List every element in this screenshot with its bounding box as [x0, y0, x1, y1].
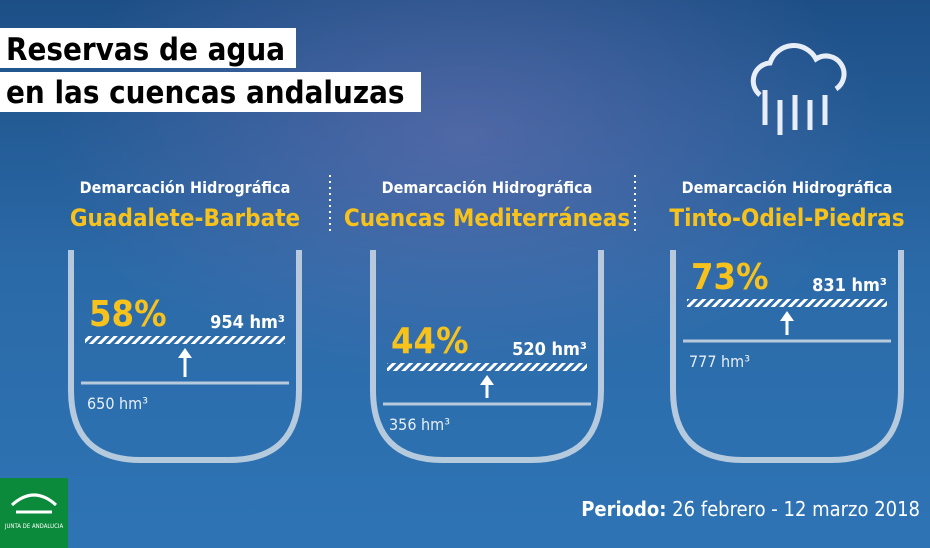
- current-volume: 831 hm³: [812, 275, 887, 296]
- arrow-head: [178, 348, 192, 358]
- current-volume: 954 hm³: [210, 312, 285, 333]
- period: Periodo: 26 febrero - 12 marzo 2018: [581, 497, 920, 521]
- current-level: [687, 299, 887, 307]
- previous-volume: 777 hm³: [689, 352, 750, 371]
- title-box: [0, 72, 421, 112]
- basin-label: Demarcación Hidrográfica: [382, 178, 593, 197]
- percent: 73%: [691, 257, 769, 298]
- percent: 58%: [89, 294, 167, 335]
- title-box: [0, 28, 296, 68]
- basin-name: Tinto-Odiel-Piedras: [669, 204, 904, 232]
- logo-mark: [10, 493, 58, 514]
- title: Reservas de agua: [6, 32, 285, 68]
- current-level: [387, 363, 587, 371]
- current-level: [85, 336, 285, 344]
- arrow-head: [780, 311, 794, 321]
- percent: 44%: [391, 321, 469, 362]
- period-value: 26 febrero - 12 marzo 2018: [672, 497, 920, 521]
- vessel: [370, 250, 604, 463]
- basin-label: Demarcación Hidrográfica: [682, 178, 893, 197]
- basin-label: Demarcación Hidrográfica: [80, 178, 291, 197]
- previous-volume: 650 hm³: [87, 394, 148, 413]
- basin-name: Guadalete-Barbate: [70, 204, 300, 232]
- previous-volume: 356 hm³: [389, 415, 450, 434]
- vessel: [670, 250, 904, 463]
- logo-text: JUNTA DE ANDALUCIA: [4, 523, 64, 530]
- title: en las cuencas andaluzas: [6, 75, 405, 111]
- rain-icon: [750, 43, 847, 135]
- arrow-head: [480, 375, 494, 385]
- vessel: [68, 250, 302, 463]
- current-volume: 520 hm³: [512, 339, 587, 360]
- period-label: Periodo:: [581, 497, 666, 521]
- basin-name: Cuencas Mediterráneas: [344, 204, 630, 232]
